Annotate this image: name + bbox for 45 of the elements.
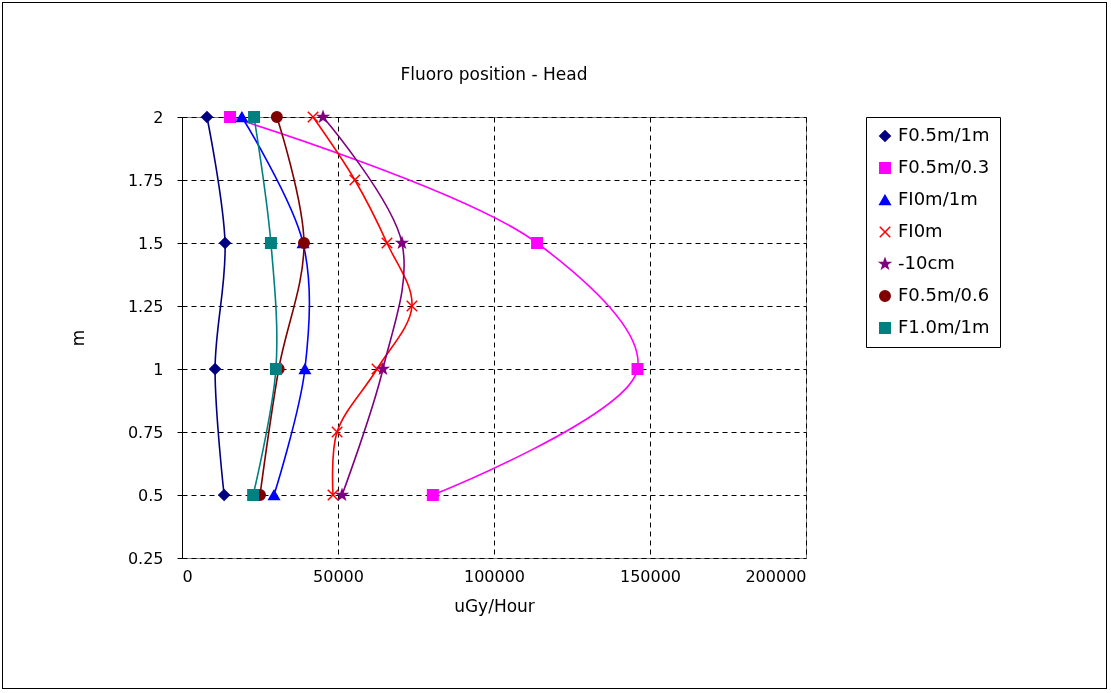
y-tick-label: 1.75 (127, 170, 164, 190)
legend-label: -10cm (898, 252, 955, 273)
y-tick-label: 2 (153, 107, 164, 127)
point (307, 111, 320, 123)
x-tick-label: 200000 (745, 566, 807, 586)
y-tick-label: 1.25 (127, 296, 164, 316)
point (264, 237, 277, 249)
legend-label: F0.5m/1m (898, 124, 990, 145)
point (224, 111, 237, 123)
point (209, 363, 222, 375)
point (531, 237, 544, 249)
x-axis-title: uGy/Hour (454, 595, 535, 616)
point (248, 111, 261, 123)
legend-label: FI0m/1m (898, 188, 978, 209)
y-axis-title: m (67, 329, 88, 347)
point (235, 111, 248, 123)
point (219, 237, 232, 249)
point (247, 489, 260, 501)
point (327, 489, 339, 501)
point (298, 363, 311, 375)
point (270, 111, 283, 123)
point (405, 300, 418, 312)
chart-title: Fluoro position - Head (400, 63, 588, 84)
legend-label: F1.0m/1m (898, 316, 990, 337)
point (331, 426, 344, 438)
legend-label: FI0m (898, 220, 943, 241)
x-tick-label: 50000 (313, 566, 364, 586)
y-tick-label: 0.5 (138, 485, 164, 505)
y-tick-label: 1 (153, 359, 164, 379)
y-tick-label: 0.25 (127, 548, 164, 568)
point (200, 111, 213, 123)
x-tick-label: 0 (182, 566, 193, 586)
x-tick-label: 150000 (619, 566, 682, 586)
y-tick-label: 0.75 (127, 422, 164, 442)
x-tick-label: 100000 (463, 566, 526, 586)
y-tick-label: 1.5 (138, 233, 164, 253)
legend-label: F0.5m/0.6 (898, 284, 990, 305)
point (631, 363, 644, 375)
point (218, 489, 231, 501)
legend-label: F0.5m/0.3 (898, 156, 990, 177)
point (371, 363, 383, 375)
point (380, 237, 393, 249)
point (348, 174, 361, 186)
point (426, 489, 439, 501)
point (268, 489, 281, 501)
